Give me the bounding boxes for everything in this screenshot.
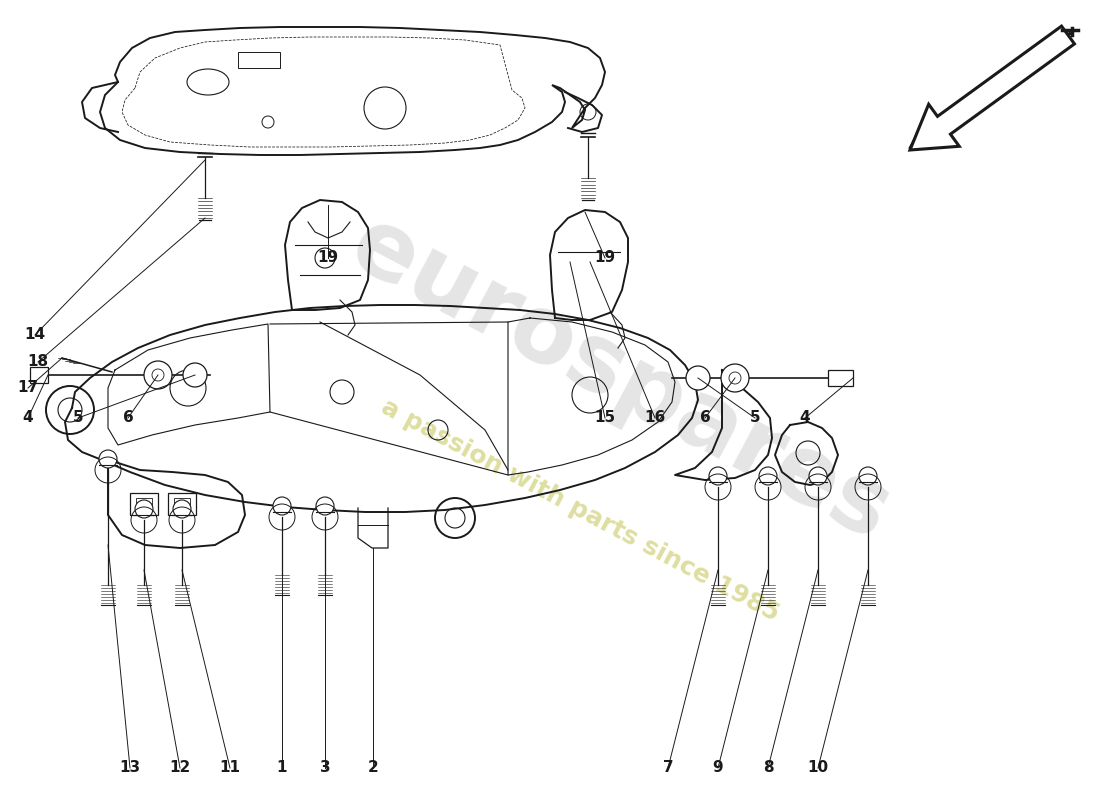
Circle shape [144, 361, 172, 389]
Text: 8: 8 [762, 761, 773, 775]
Text: 13: 13 [120, 761, 141, 775]
Text: 1: 1 [277, 761, 287, 775]
Circle shape [273, 497, 292, 515]
Bar [130, 493, 158, 515]
Circle shape [686, 366, 710, 390]
Text: 4: 4 [23, 410, 33, 426]
Circle shape [183, 363, 207, 387]
Bar [30, 367, 48, 383]
Circle shape [173, 500, 191, 518]
Text: 6: 6 [122, 410, 133, 426]
Text: 9: 9 [713, 761, 724, 775]
Text: 15: 15 [594, 410, 616, 426]
Circle shape [859, 467, 877, 485]
Bar [174, 498, 190, 510]
Circle shape [808, 467, 827, 485]
Text: 4: 4 [800, 410, 811, 426]
Text: 3: 3 [320, 761, 330, 775]
Circle shape [316, 497, 334, 515]
Text: 16: 16 [645, 410, 665, 426]
Text: eurospares: eurospares [334, 199, 905, 561]
Text: 17: 17 [18, 381, 38, 395]
Text: 2: 2 [367, 761, 378, 775]
Text: 19: 19 [318, 250, 339, 266]
Text: 10: 10 [807, 761, 828, 775]
Text: 19: 19 [594, 250, 616, 266]
Circle shape [99, 450, 117, 468]
Circle shape [720, 364, 749, 392]
Text: 7: 7 [662, 761, 673, 775]
Text: 5: 5 [750, 410, 760, 426]
Text: a passion with parts since 1985: a passion with parts since 1985 [377, 394, 783, 626]
Text: 14: 14 [24, 327, 45, 342]
FancyArrow shape [910, 26, 1075, 150]
Bar [168, 493, 196, 515]
Bar [238, 52, 280, 68]
Bar [828, 370, 852, 386]
Circle shape [759, 467, 777, 485]
Bar [136, 498, 152, 510]
Text: 6: 6 [700, 410, 711, 426]
Text: 5: 5 [73, 410, 84, 426]
Circle shape [710, 467, 727, 485]
Text: 18: 18 [28, 354, 48, 370]
Text: 11: 11 [220, 761, 241, 775]
Text: 12: 12 [169, 761, 190, 775]
Circle shape [135, 500, 153, 518]
